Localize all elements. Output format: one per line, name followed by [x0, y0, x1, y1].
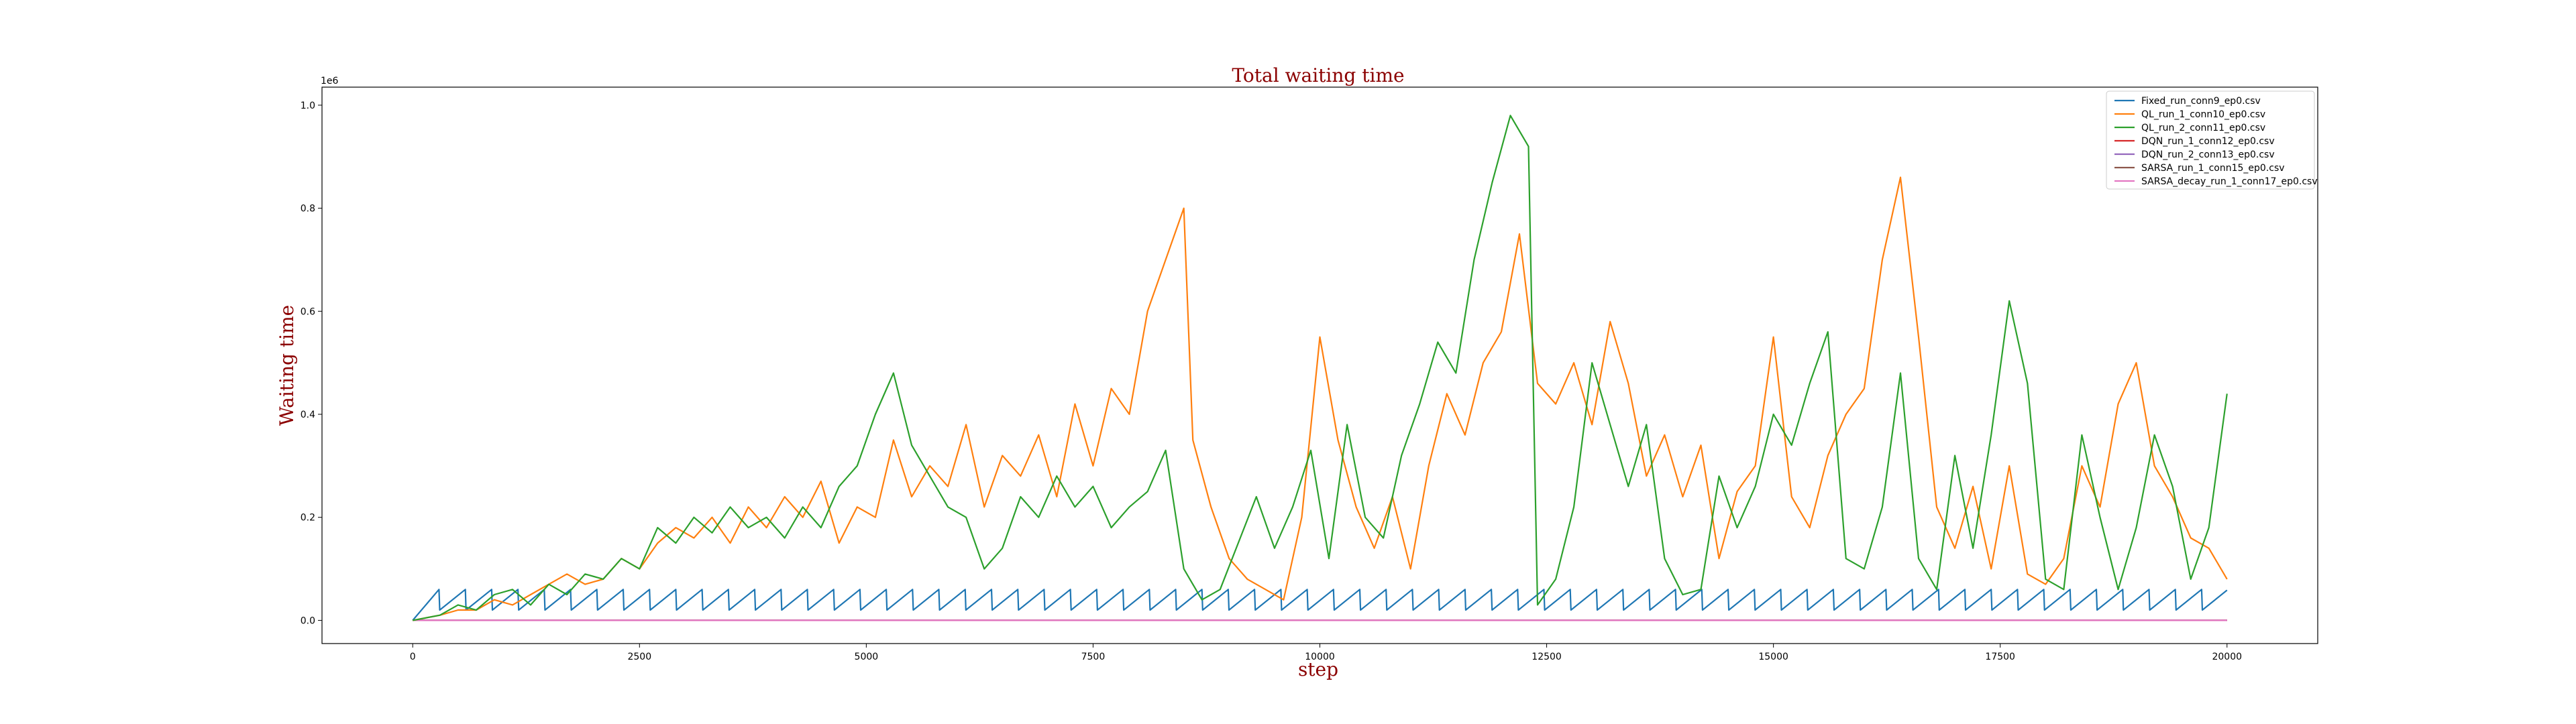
y-tick-label: 0.0	[301, 615, 315, 626]
x-tick-label: 10000	[1305, 652, 1335, 662]
y-axis-ticks: 0.0 0.2 0.4 0.6 0.8 1.0	[301, 101, 322, 626]
legend-entry: SARSA_run_1_conn15_ep0.csv	[2141, 163, 2285, 174]
legend-entry: DQN_run_2_conn13_ep0.csv	[2141, 149, 2275, 160]
x-axis-label: step	[1298, 658, 1338, 680]
legend-box	[2106, 90, 2315, 190]
y-tick-label: 0.4	[301, 410, 315, 420]
series-line-2	[412, 115, 2228, 621]
x-tick-label: 20000	[2212, 652, 2242, 662]
chart-title: Total waiting time	[1232, 64, 1404, 86]
x-axis-ticks: 0 2500 5000 7500 10000 12500 15000 17500 20000	[410, 644, 2242, 662]
x-tick-label: 0	[410, 652, 416, 662]
x-tick-label: 5000	[855, 652, 879, 662]
x-tick-label: 12500	[1532, 652, 1562, 662]
x-tick-label: 17500	[1985, 652, 2015, 662]
y-axis-offset-label: 1e6	[321, 76, 339, 86]
legend-entry: SARSA_decay_run_1_conn17_ep0.csv	[2141, 176, 2318, 187]
y-tick-label: 0.6	[301, 306, 315, 317]
y-axis-label: Waiting time	[276, 305, 298, 426]
legend-entry: QL_run_1_conn10_ep0.csv	[2141, 109, 2265, 120]
plot-area	[412, 115, 2228, 621]
series-line-0	[412, 589, 2228, 621]
y-tick-label: 0.8	[301, 204, 315, 215]
y-tick-label: 1.0	[301, 101, 315, 111]
x-tick-label: 2500	[627, 652, 651, 662]
y-tick-label: 0.2	[301, 513, 315, 524]
legend: Fixed_run_conn9_ep0.csv QL_run_1_conn10_e…	[2106, 90, 2318, 190]
legend-entry: QL_run_2_conn11_ep0.csv	[2141, 123, 2265, 133]
legend-entry: Fixed_run_conn9_ep0.csv	[2141, 96, 2261, 107]
legend-entry: DQN_run_1_conn12_ep0.csv	[2141, 136, 2275, 147]
series-line-1	[412, 176, 2228, 621]
x-tick-label: 15000	[1758, 652, 1788, 662]
x-tick-label: 7500	[1081, 652, 1106, 662]
